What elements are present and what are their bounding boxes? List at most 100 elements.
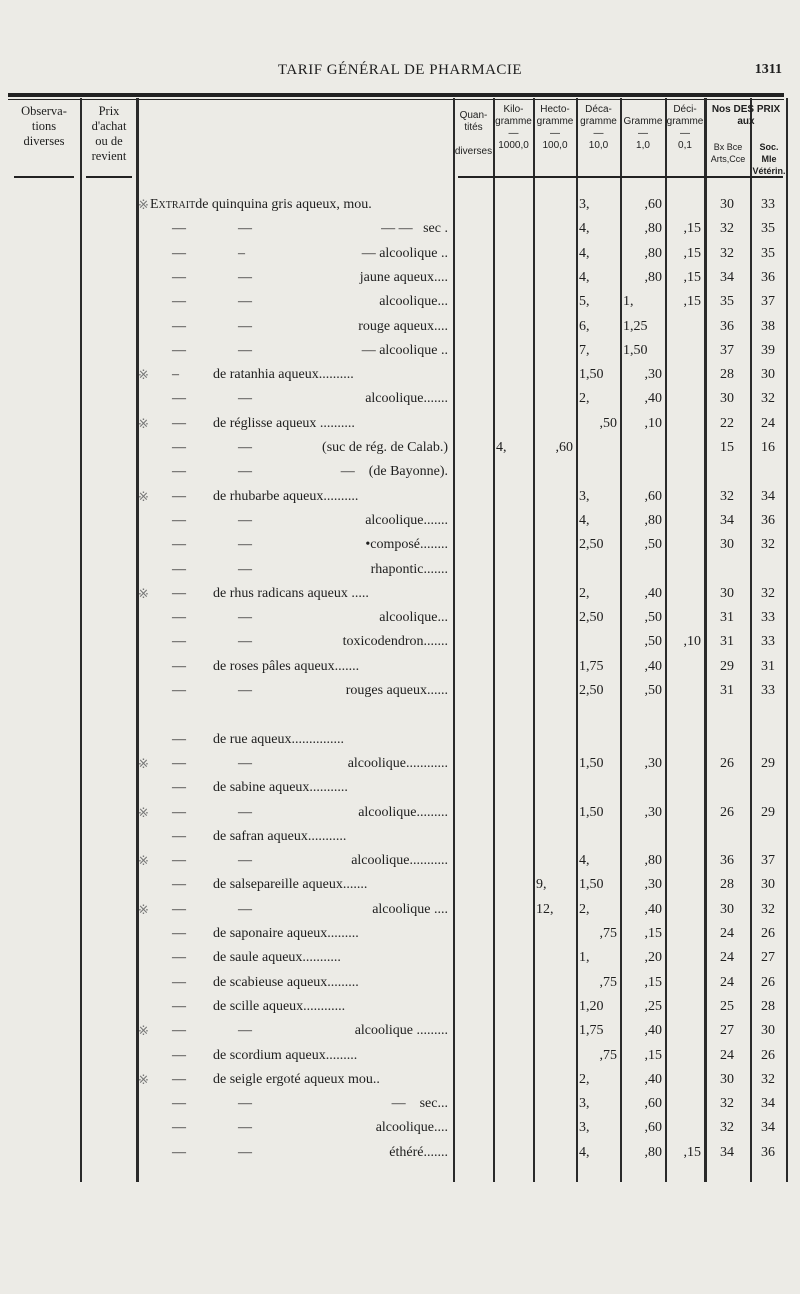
price-vet: 24 <box>761 415 775 431</box>
price-vet: 39 <box>761 342 775 358</box>
ditto-dash: — <box>238 512 252 528</box>
price-vet: 28 <box>761 998 775 1014</box>
ditto-dash: — <box>238 755 252 771</box>
price-vet: 38 <box>761 318 775 334</box>
item-name: (suc de rég. de Calab.) <box>322 440 448 455</box>
ditto-dash: — <box>172 440 186 455</box>
item-name: alcoolique .... <box>372 901 448 917</box>
table-row: — – — alcoolique .. 4, ,80 ,15 32 35 <box>0 242 800 266</box>
price-vet: 30 <box>761 1023 775 1039</box>
price-arts: 32 <box>720 488 734 504</box>
ditto-dash: — <box>172 512 186 528</box>
price-arts: 24 <box>720 1047 734 1063</box>
ditto-dash: — <box>238 853 252 869</box>
price-arts: 30 <box>720 197 734 212</box>
ditto-dash: — <box>238 1096 252 1112</box>
header-observations: Observa- tions diverses <box>21 104 67 148</box>
table-row: ※ — de rhubarbe aqueux.......... 3, ,60 32 34 <box>0 485 800 509</box>
price-deca: 5, <box>579 294 590 310</box>
price-gramme: ,40 <box>644 585 663 601</box>
price-deca: 4, <box>579 269 590 285</box>
header-rule-thin <box>8 99 784 100</box>
price-arts: 30 <box>720 1071 734 1087</box>
header-rule <box>8 93 784 97</box>
price-deca: 2, <box>579 1071 590 1087</box>
price-gramme: ,40 <box>644 1071 663 1087</box>
column-divider <box>533 98 535 1182</box>
price-arts: 35 <box>720 294 734 310</box>
price-vet: 33 <box>761 610 775 626</box>
price-gramme: ,30 <box>644 755 663 771</box>
item-name: alcoolique........... <box>351 853 448 869</box>
table-row: ※ Extraitde quinquina gris aqueux, mou. 3,… <box>0 193 800 217</box>
price-deca: 2,50 <box>579 537 604 553</box>
page-number: 1311 <box>754 62 782 77</box>
price-vet: 33 <box>761 634 775 650</box>
price-arts: 26 <box>720 755 734 771</box>
price-deca: 7, <box>579 342 590 358</box>
price-deca: 2, <box>579 585 590 601</box>
table-row: ※ — — alcoolique ......... 1,75 ,40 27 30 <box>0 1019 800 1043</box>
item-name: de seigle ergoté aqueux mou.. <box>213 1071 380 1087</box>
ditto-dash: — <box>238 440 252 455</box>
price-gramme: ,10 <box>644 415 663 431</box>
price-gramme: ,15 <box>644 974 663 990</box>
price-arts: 32 <box>720 1120 734 1136</box>
ditto-dash: — <box>172 683 186 698</box>
header-arts: Bx Bce Arts,Cce <box>710 142 746 164</box>
price-arts: 31 <box>720 634 734 650</box>
ditto-dash: – <box>238 245 245 261</box>
price-arts: 34 <box>720 269 734 285</box>
item-lead: Extrait <box>150 197 196 212</box>
price-vet: 26 <box>761 926 775 941</box>
table-row: — de scordium aqueux......... ,75 ,15 24 26 <box>0 1044 800 1068</box>
price-arts: 32 <box>720 1096 734 1112</box>
price-vet: 35 <box>761 221 775 237</box>
ditto-dash: — <box>172 585 186 601</box>
column-divider <box>786 98 788 1182</box>
price-gramme: ,60 <box>644 1096 663 1112</box>
table-row: — — alcoolique....... 2, ,40 30 32 <box>0 387 800 411</box>
price-vet: 32 <box>761 585 775 601</box>
price-gramme: ,40 <box>644 391 663 407</box>
table-row: ※ — de réglisse aqueux .......... ,50 ,10 22 2… <box>0 412 800 436</box>
item-name: — sec... <box>391 1096 448 1112</box>
price-gramme: ,50 <box>644 610 663 626</box>
price-vet: 34 <box>761 1120 775 1136</box>
item-name: — — sec . <box>381 221 448 237</box>
item-text: de quinquina gris aqueux, mou. <box>195 197 372 212</box>
star-mark-icon: ※ <box>138 585 149 601</box>
price-arts: 31 <box>720 610 734 626</box>
price-gramme: ,20 <box>644 950 663 966</box>
price-arts: 31 <box>720 683 734 698</box>
price-gramme: 1,25 <box>623 318 648 334</box>
column-divider <box>620 98 622 1182</box>
price-deci: ,15 <box>683 269 702 285</box>
item-name: de sabine aqueux........... <box>213 780 348 796</box>
ditto-dash: — <box>172 1120 186 1136</box>
price-deca: 4, <box>579 221 590 237</box>
column-divider <box>136 98 139 1182</box>
price-vet: 32 <box>761 901 775 917</box>
table-row: — de sabine aqueux........... <box>0 776 800 800</box>
ditto-dash: — <box>172 610 186 626</box>
price-arts: 25 <box>720 998 734 1014</box>
ditto-dash: — <box>238 464 252 480</box>
header-hectogramme: Hecto- gramme — 100,0 <box>536 104 574 151</box>
table-row: — — — (de Bayonne). <box>0 460 800 484</box>
item-name: alcoolique... <box>379 294 448 310</box>
table-row: — — rouge aqueux.... 6, 1,25 36 38 <box>0 315 800 339</box>
price-gramme: ,60 <box>644 197 663 212</box>
price-deca: 3, <box>579 488 590 504</box>
table-row: — — jaune aqueux.... 4, ,80 ,15 34 36 <box>0 266 800 290</box>
price-gramme: ,50 <box>644 537 663 553</box>
ditto-dash: — <box>172 658 186 674</box>
item-name: alcoolique ......... <box>354 1023 448 1039</box>
ditto-dash: — <box>172 221 186 237</box>
star-mark-icon: ※ <box>138 488 149 504</box>
price-vet: 29 <box>761 804 775 820</box>
page-title: TARIF GÉNÉRAL DE PHARMACIE <box>277 62 523 78</box>
price-arts: 28 <box>720 367 734 383</box>
table-row: ※ — — alcoolique .... 12, 2, ,40 30 32 <box>0 898 800 922</box>
price-vet: 30 <box>761 877 775 893</box>
